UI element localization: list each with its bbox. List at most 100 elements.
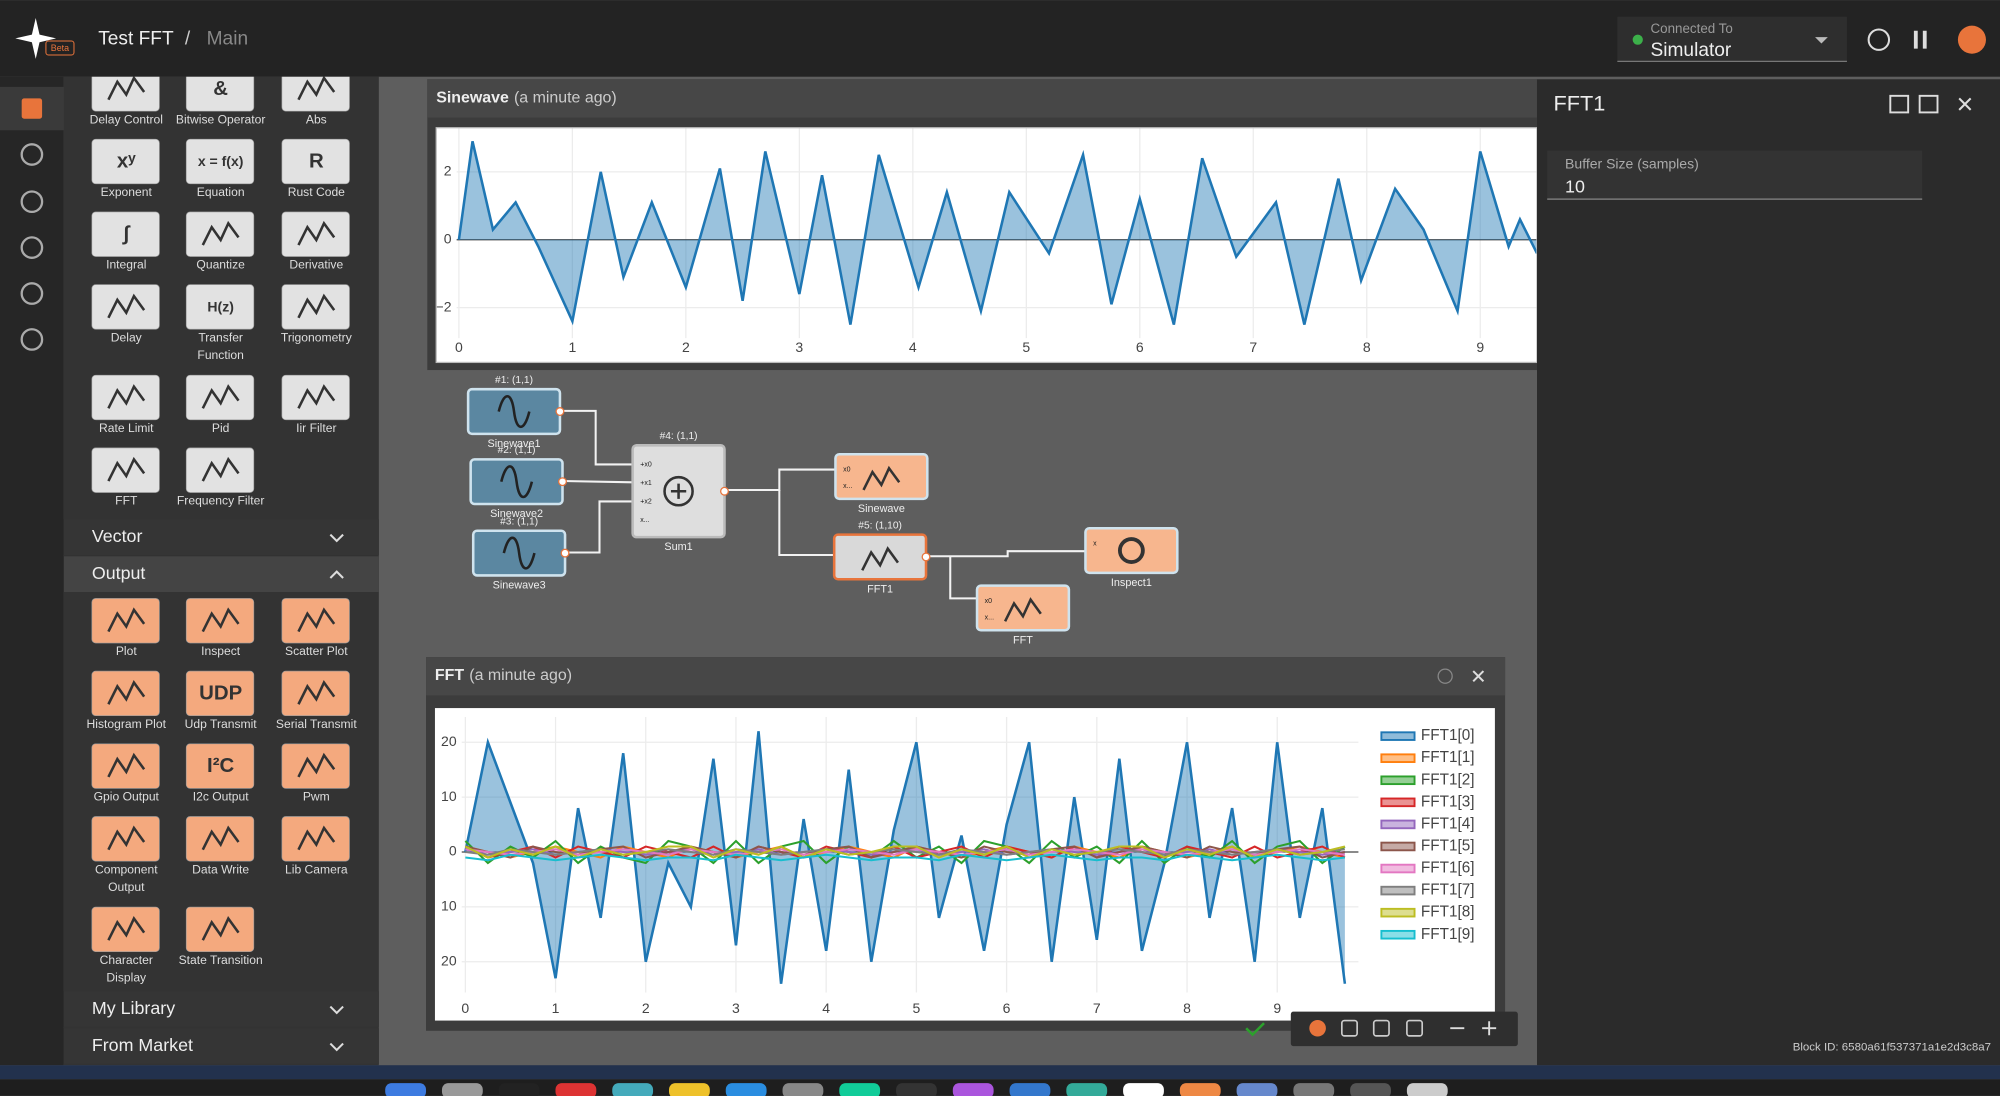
legend-label[interactable]: FFT1[8] bbox=[1421, 904, 1475, 921]
legend-swatch[interactable] bbox=[1380, 885, 1416, 896]
pause-button[interactable] bbox=[1913, 30, 1927, 49]
output-port[interactable] bbox=[555, 407, 565, 416]
block-tile[interactable] bbox=[91, 211, 160, 257]
nav-icon[interactable] bbox=[20, 143, 44, 166]
dock-icon[interactable] bbox=[1406, 1083, 1448, 1096]
block-tile[interactable] bbox=[91, 670, 160, 717]
legend-swatch[interactable] bbox=[1380, 929, 1416, 940]
toolbar-button[interactable] bbox=[1341, 1019, 1358, 1037]
legend-label[interactable]: FFT1[7] bbox=[1421, 882, 1475, 899]
inspector-close[interactable] bbox=[1958, 97, 1972, 111]
clear-button[interactable] bbox=[1437, 668, 1453, 684]
legend-swatch[interactable] bbox=[1380, 775, 1416, 786]
legend-swatch[interactable] bbox=[1380, 797, 1416, 808]
inspector-action[interactable] bbox=[1889, 94, 1910, 114]
block-tile[interactable] bbox=[185, 211, 255, 257]
block-tile[interactable] bbox=[185, 743, 255, 789]
nav-icon[interactable] bbox=[20, 328, 44, 351]
legend-label[interactable]: FFT1[4] bbox=[1421, 815, 1475, 832]
close-button[interactable] bbox=[1472, 670, 1485, 683]
dock-icon[interactable] bbox=[782, 1083, 824, 1096]
nav-icon[interactable] bbox=[20, 236, 44, 259]
block-tile[interactable] bbox=[281, 743, 350, 789]
block-tile[interactable] bbox=[281, 598, 350, 644]
dock-icon[interactable] bbox=[1066, 1083, 1108, 1096]
legend-swatch[interactable] bbox=[1380, 753, 1416, 763]
legend-label[interactable]: FFT1[1] bbox=[1421, 749, 1475, 766]
block-tile[interactable] bbox=[91, 374, 160, 421]
dock-icon[interactable] bbox=[839, 1083, 881, 1096]
block-tile[interactable] bbox=[91, 138, 160, 185]
dock-icon[interactable] bbox=[1009, 1083, 1051, 1096]
block-tile[interactable] bbox=[185, 138, 255, 185]
block-tile[interactable] bbox=[185, 374, 255, 421]
block-tile[interactable] bbox=[91, 816, 160, 862]
section-header[interactable] bbox=[63, 991, 379, 1027]
block-tile[interactable] bbox=[91, 598, 160, 644]
block-tile[interactable] bbox=[185, 598, 255, 644]
block-tile[interactable] bbox=[281, 374, 350, 421]
output-port[interactable] bbox=[921, 552, 931, 562]
dock-icon[interactable] bbox=[612, 1083, 654, 1096]
dock-icon[interactable] bbox=[669, 1083, 710, 1096]
output-port[interactable] bbox=[558, 477, 567, 487]
upload-button[interactable] bbox=[1867, 28, 1891, 51]
connection-select[interactable] bbox=[1617, 16, 1847, 62]
block-node[interactable] bbox=[832, 533, 928, 581]
toolbar-button[interactable] bbox=[1406, 1019, 1424, 1037]
block-node[interactable] bbox=[834, 452, 929, 501]
legend-label[interactable]: FFT1[2] bbox=[1421, 771, 1475, 788]
inspector-action[interactable] bbox=[1918, 94, 1939, 114]
nav-icon[interactable] bbox=[20, 282, 44, 305]
dock-icon[interactable] bbox=[1179, 1083, 1221, 1096]
legend-swatch[interactable] bbox=[1380, 863, 1416, 874]
dock-icon[interactable] bbox=[1350, 1083, 1391, 1096]
dock-icon[interactable] bbox=[725, 1083, 767, 1096]
toolbar-zoom[interactable] bbox=[1450, 1021, 1497, 1036]
dock-icon[interactable] bbox=[555, 1083, 597, 1096]
block-node[interactable] bbox=[975, 584, 1071, 632]
block-tile[interactable] bbox=[281, 816, 350, 862]
dock-icon[interactable] bbox=[1293, 1083, 1335, 1096]
nav-icon[interactable] bbox=[20, 190, 44, 214]
section-header[interactable] bbox=[63, 1028, 379, 1064]
block-tile[interactable] bbox=[281, 284, 350, 330]
block-tile[interactable] bbox=[185, 816, 255, 862]
toolbar-button[interactable] bbox=[1372, 1019, 1390, 1037]
block-node[interactable] bbox=[1084, 526, 1179, 575]
legend-swatch[interactable] bbox=[1380, 841, 1416, 852]
dock-icon[interactable] bbox=[1123, 1083, 1164, 1096]
legend-swatch[interactable] bbox=[1380, 907, 1416, 918]
block-tile[interactable] bbox=[185, 906, 255, 953]
dock-icon[interactable] bbox=[441, 1083, 483, 1096]
dock-icon[interactable] bbox=[498, 1083, 540, 1096]
legend-label[interactable]: FFT1[5] bbox=[1421, 838, 1475, 855]
dock-icon[interactable] bbox=[896, 1083, 937, 1096]
legend-label[interactable]: FFT1[0] bbox=[1421, 727, 1475, 744]
section-header[interactable] bbox=[63, 556, 379, 593]
block-tile[interactable] bbox=[281, 670, 350, 717]
legend-label[interactable]: FFT1[3] bbox=[1421, 793, 1475, 810]
user-avatar[interactable] bbox=[1957, 25, 1986, 54]
output-port[interactable] bbox=[560, 548, 570, 558]
parameter-field[interactable] bbox=[1547, 150, 1923, 200]
block-tile[interactable] bbox=[91, 743, 160, 789]
block-tile[interactable] bbox=[281, 138, 350, 185]
dock-icon[interactable] bbox=[952, 1083, 994, 1096]
legend-swatch[interactable] bbox=[1380, 819, 1416, 830]
block-tile[interactable] bbox=[185, 670, 255, 717]
block-tile[interactable] bbox=[185, 284, 255, 330]
section-header[interactable] bbox=[63, 519, 379, 556]
block-tile[interactable] bbox=[91, 284, 160, 330]
legend-label[interactable]: FFT1[9] bbox=[1421, 926, 1475, 943]
dock-icon[interactable] bbox=[385, 1083, 427, 1096]
legend-label[interactable]: FFT1[6] bbox=[1421, 860, 1475, 877]
block-tile[interactable] bbox=[91, 906, 160, 953]
block-tile[interactable] bbox=[91, 447, 160, 493]
legend-swatch[interactable] bbox=[1380, 731, 1416, 741]
nav-icon[interactable] bbox=[21, 98, 43, 119]
block-tile[interactable] bbox=[281, 211, 350, 257]
output-port[interactable] bbox=[720, 486, 729, 496]
dock-icon[interactable] bbox=[1236, 1083, 1278, 1096]
toolbar-alert[interactable] bbox=[1309, 1019, 1326, 1037]
